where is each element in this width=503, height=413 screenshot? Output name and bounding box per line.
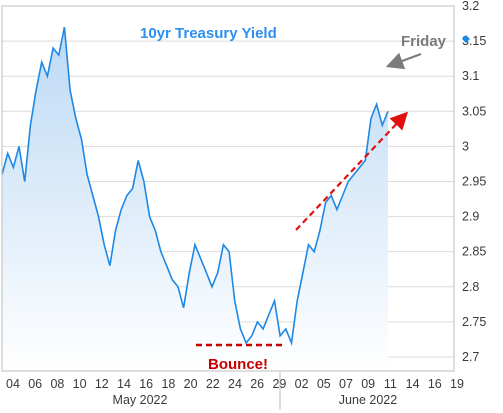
y-tick-label: 2.85 (462, 245, 486, 259)
x-tick-label: 16 (428, 377, 442, 391)
x-tick-label: 05 (317, 377, 331, 391)
y-tick-label: 3.1 (462, 69, 479, 83)
x-tick-label: 18 (161, 377, 175, 391)
x-tick-label: 16 (139, 377, 153, 391)
y-tick-label: 2.8 (462, 280, 479, 294)
yield-area-fill (2, 27, 388, 371)
y-tick-label: 3 (462, 139, 469, 153)
x-tick-label: 19 (450, 377, 464, 391)
yield-line (1, 26, 389, 346)
x-tick-label: 12 (95, 377, 109, 391)
friday-annotation: Friday (401, 33, 447, 50)
x-tick-label: 20 (184, 377, 198, 391)
y-tick-label: 2.75 (462, 315, 486, 329)
y-tick-label: 3.05 (462, 104, 486, 118)
x-tick-label: 11 (384, 377, 397, 391)
x-tick-label: 09 (361, 377, 375, 391)
x-tick-label: 04 (6, 377, 20, 391)
month-label-june: June 2022 (339, 393, 397, 407)
x-tick-label: 02 (295, 377, 309, 391)
x-tick-label: 06 (28, 377, 42, 391)
x-tick-label: 08 (50, 377, 64, 391)
x-tick-label: 26 (250, 377, 264, 391)
x-axis-tick-labels: 04 06 08 10 12 14 16 18 20 22 24 26 29 02 05 07 09 11 14 16… (6, 377, 464, 391)
x-tick-label: 29 (272, 377, 286, 391)
y-tick-label: 3.2 (462, 0, 479, 13)
plot-frame (1, 5, 455, 372)
bounce-annotation: Bounce! (208, 356, 268, 373)
latest-value-marker-icon (462, 35, 470, 43)
friday-arrow (385, 52, 422, 70)
y-tick-label: 2.9 (462, 210, 479, 224)
chart-title: 10yr Treasury Yield (140, 25, 277, 42)
y-tick-label: 2.7 (462, 350, 479, 364)
month-label-may: May 2022 (113, 393, 168, 407)
y-tick-label: 2.95 (462, 174, 486, 188)
x-tick-label: 07 (339, 377, 353, 391)
x-tick-label: 14 (117, 377, 131, 391)
x-tick-label: 10 (73, 377, 87, 391)
x-tick-label: 22 (206, 377, 220, 391)
uptrend-arrow (295, 111, 409, 231)
x-tick-label: 14 (406, 377, 420, 391)
x-tick-label: 24 (228, 377, 242, 391)
